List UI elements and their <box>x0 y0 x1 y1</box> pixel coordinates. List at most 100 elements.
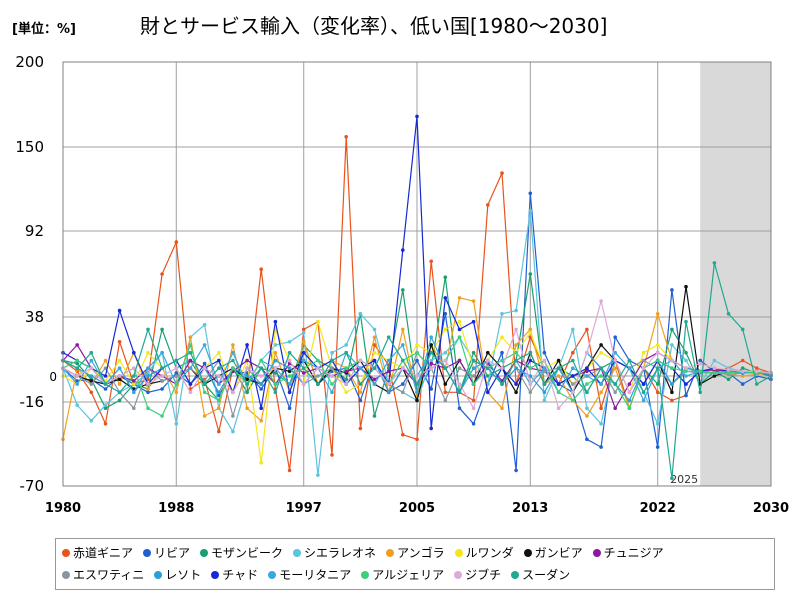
legend-marker <box>454 570 463 579</box>
data-point <box>429 343 434 347</box>
data-point <box>726 371 731 375</box>
data-point <box>500 350 504 355</box>
data-point <box>514 366 518 371</box>
data-point <box>316 366 320 371</box>
data-point <box>627 382 632 386</box>
data-point <box>627 366 632 371</box>
data-point <box>301 340 306 344</box>
data-point <box>217 382 221 386</box>
data-point <box>273 371 278 375</box>
data-point <box>117 390 122 395</box>
data-point <box>698 361 702 366</box>
data-point <box>245 343 249 347</box>
data-point <box>712 371 717 375</box>
data-point <box>670 476 674 481</box>
data-point <box>500 358 504 363</box>
data-point <box>457 406 462 411</box>
data-point <box>641 390 646 395</box>
data-point <box>528 366 533 371</box>
data-point <box>585 366 589 371</box>
data-point <box>202 343 207 347</box>
x-tick-label: 2013 <box>512 501 548 516</box>
data-point <box>471 382 476 386</box>
data-point <box>471 374 476 378</box>
legend-label: チャド <box>222 568 259 582</box>
data-point <box>556 374 561 378</box>
data-point <box>358 426 363 431</box>
data-point <box>443 366 448 371</box>
data-point <box>330 374 334 378</box>
data-point <box>301 358 306 363</box>
data-point <box>273 343 278 347</box>
data-point <box>401 288 405 292</box>
y-tick-label: -16 <box>20 393 45 411</box>
data-point <box>599 422 603 426</box>
data-point <box>117 398 122 403</box>
data-point <box>457 382 462 386</box>
legend-item: アルジェリア <box>361 566 444 583</box>
data-point <box>514 327 518 332</box>
data-point <box>443 350 448 355</box>
data-point <box>344 350 349 355</box>
legend-item: スーダン <box>511 566 570 583</box>
data-point <box>429 350 434 355</box>
data-point <box>500 312 504 316</box>
legend-marker <box>62 570 70 579</box>
data-point <box>641 398 646 403</box>
data-point <box>188 350 193 355</box>
data-point <box>528 327 533 332</box>
data-point <box>217 406 221 411</box>
data-point <box>344 366 349 371</box>
data-point <box>245 390 249 395</box>
data-point <box>231 429 235 434</box>
data-point <box>500 335 504 340</box>
data-point <box>344 382 349 386</box>
data-point <box>259 406 264 411</box>
data-point <box>103 422 108 426</box>
data-point <box>174 382 179 386</box>
data-point <box>486 390 490 395</box>
data-point <box>160 272 164 276</box>
data-point <box>146 350 150 355</box>
data-point <box>471 398 476 403</box>
data-point <box>160 366 164 371</box>
data-point <box>457 319 462 324</box>
data-point <box>670 288 674 292</box>
data-point <box>655 422 660 426</box>
plot-frame <box>62 61 772 487</box>
data-point <box>415 390 419 395</box>
data-point <box>528 390 533 395</box>
data-point <box>457 335 462 340</box>
data-point <box>217 374 221 378</box>
data-point <box>202 390 207 395</box>
data-point <box>89 350 94 355</box>
data-point <box>712 374 717 378</box>
legend-item: リビア <box>143 544 190 561</box>
data-point <box>358 390 363 395</box>
data-point <box>429 366 434 371</box>
data-point <box>217 358 221 363</box>
data-point <box>89 374 94 378</box>
data-point <box>273 366 278 371</box>
data-point <box>627 390 632 395</box>
data-point <box>358 398 363 403</box>
data-point <box>571 374 575 378</box>
data-point <box>132 379 136 383</box>
data-point <box>528 350 533 355</box>
data-point <box>386 382 391 386</box>
data-point <box>231 343 235 347</box>
data-point <box>670 366 674 371</box>
data-point <box>273 319 278 324</box>
unit-label: [単位：%] <box>12 22 76 37</box>
data-point <box>273 382 278 386</box>
data-point <box>174 422 179 426</box>
data-point <box>627 406 632 411</box>
data-point <box>670 398 674 403</box>
data-point <box>202 361 207 366</box>
data-point <box>684 374 688 378</box>
data-point <box>287 366 292 371</box>
data-point <box>75 374 79 378</box>
data-point <box>528 272 533 276</box>
data-point <box>415 374 419 378</box>
data-point <box>75 358 79 363</box>
